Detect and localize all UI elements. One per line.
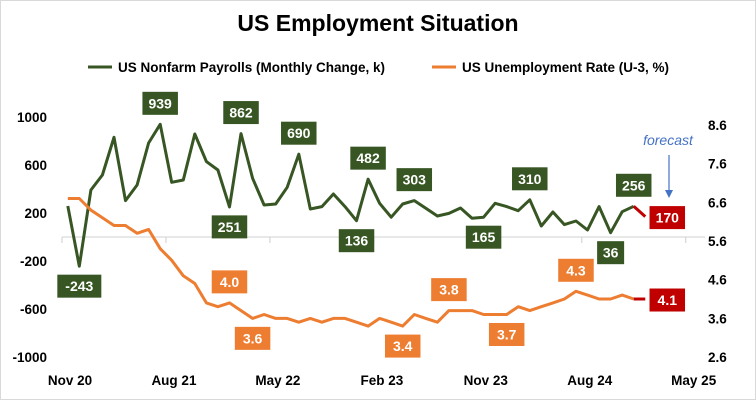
forecast-annotation: forecast bbox=[643, 132, 694, 198]
unemployment-data-label: 3.6 bbox=[234, 326, 271, 350]
payrolls-data-label-text: 310 bbox=[518, 171, 542, 187]
unemployment-data-label: 3.7 bbox=[488, 322, 525, 346]
payrolls-forecast-segment bbox=[632, 205, 647, 218]
forecast-arrowhead-icon bbox=[665, 190, 673, 198]
legend: US Nonfarm Payrolls (Monthly Change, k) … bbox=[88, 60, 669, 75]
unemployment-data-label-box bbox=[384, 334, 421, 358]
legend-label-payrolls: US Nonfarm Payrolls (Monthly Change, k) bbox=[118, 60, 385, 75]
y-right-tick-label: 5.6 bbox=[708, 234, 727, 249]
payrolls-data-label-box bbox=[465, 225, 502, 249]
payrolls-data-label-text: -243 bbox=[65, 278, 93, 294]
payrolls-data-label-box bbox=[615, 173, 652, 197]
payrolls-data-label-text: 939 bbox=[148, 95, 172, 111]
payrolls-line bbox=[66, 122, 635, 268]
unemployment-data-label: 4.3 bbox=[558, 258, 594, 282]
unemployment-data-label-text: 3.4 bbox=[393, 338, 413, 354]
payrolls-forecast-label: 170 bbox=[649, 206, 686, 230]
payrolls-data-label-box bbox=[211, 215, 248, 239]
payrolls-data-label-box bbox=[281, 121, 317, 145]
y-left-tick-label: 600 bbox=[24, 158, 47, 173]
payrolls-data-label: 862 bbox=[223, 101, 259, 125]
unemployment-data-label-box bbox=[488, 322, 525, 346]
payrolls-data-label-text: 482 bbox=[356, 150, 380, 166]
payrolls-data-label-text: 303 bbox=[403, 172, 427, 188]
payrolls-data-label: 690 bbox=[281, 121, 317, 145]
payrolls-data-label-text: 862 bbox=[229, 105, 253, 121]
payrolls-data-label: 310 bbox=[512, 167, 548, 191]
chart-title: US Employment Situation bbox=[237, 10, 518, 36]
payrolls-data-label: 136 bbox=[338, 229, 375, 253]
y-right-tick-label: 7.6 bbox=[708, 157, 727, 172]
payrolls-data-label: 251 bbox=[211, 215, 248, 239]
payrolls-data-label-box bbox=[597, 241, 625, 265]
unemployment-forecast-label-box bbox=[649, 288, 686, 312]
y-right-tick-label: 6.6 bbox=[708, 195, 727, 210]
payrolls-data-label-text: 256 bbox=[622, 177, 646, 193]
unemployment-data-label-text: 4.3 bbox=[566, 262, 586, 278]
unemployment-data-label-box bbox=[211, 270, 248, 294]
payrolls-data-label: 256 bbox=[615, 173, 652, 197]
legend-label-unemployment: US Unemployment Rate (U-3, %) bbox=[462, 60, 669, 75]
payrolls-data-label-box bbox=[223, 101, 259, 125]
payrolls-data-label-text: 136 bbox=[345, 233, 369, 249]
y-left-tick-label: 1000 bbox=[17, 110, 47, 125]
x-tick-label: Feb 23 bbox=[360, 373, 403, 388]
payrolls-data-label-text: 36 bbox=[603, 245, 619, 261]
unemployment-data-label-text: 3.7 bbox=[497, 326, 517, 342]
x-tick-label: Nov 23 bbox=[464, 373, 509, 388]
y-right-tick-label: 8.6 bbox=[708, 118, 727, 133]
y-right-tick-label: 4.6 bbox=[708, 273, 727, 288]
unemployment-data-label-text: 4.0 bbox=[220, 274, 240, 290]
payrolls-data-label-box bbox=[338, 229, 375, 253]
y-left-tick-label: -1000 bbox=[12, 350, 47, 365]
payrolls-data-label: 165 bbox=[465, 225, 502, 249]
payrolls-data-label-box bbox=[512, 167, 548, 191]
unemployment-data-label-box bbox=[234, 326, 271, 350]
unemployment-data-label: 3.4 bbox=[384, 334, 421, 358]
forecast-annotation-text: forecast bbox=[643, 132, 694, 148]
payrolls-data-label: 939 bbox=[142, 91, 178, 115]
x-tick-label: May 25 bbox=[671, 373, 717, 388]
payrolls-data-label: 36 bbox=[597, 241, 625, 265]
unemployment-data-label-box bbox=[558, 258, 594, 282]
unemployment-data-label: 4.0 bbox=[211, 270, 248, 294]
payrolls-forecast-label-text: 170 bbox=[656, 210, 680, 226]
payrolls-data-label: 482 bbox=[350, 146, 386, 170]
unemployment-data-label-text: 3.8 bbox=[439, 282, 459, 298]
unemployment-forecast-label: 4.1 bbox=[649, 288, 686, 312]
x-tick-label: May 22 bbox=[255, 373, 300, 388]
payrolls-data-label-box bbox=[57, 274, 102, 298]
payrolls-data-label-box bbox=[142, 91, 178, 115]
payrolls-data-label-text: 690 bbox=[287, 125, 311, 141]
unemployment-forecast-label-text: 4.1 bbox=[658, 292, 678, 308]
x-tick-label: Aug 21 bbox=[151, 373, 197, 388]
x-tick-label: Nov 20 bbox=[48, 373, 92, 388]
x-tick-label: Aug 24 bbox=[567, 373, 613, 388]
payrolls-data-label-text: 251 bbox=[218, 219, 242, 235]
unemployment-data-label: 3.8 bbox=[431, 278, 467, 302]
payrolls-data-label-box bbox=[396, 168, 433, 192]
payrolls-data-label: -243 bbox=[57, 274, 102, 298]
y-right-tick-label: 2.6 bbox=[708, 350, 727, 365]
payrolls-data-label-box bbox=[350, 146, 386, 170]
unemployment-data-label-box bbox=[431, 278, 467, 302]
y-right-tick-label: 3.6 bbox=[708, 311, 727, 326]
payrolls-data-label: 303 bbox=[396, 168, 433, 192]
y-left-tick-label: -200 bbox=[20, 254, 47, 269]
payrolls-data-label-text: 165 bbox=[472, 229, 496, 245]
y-left-tick-label: 200 bbox=[24, 206, 47, 221]
unemployment-line bbox=[67, 197, 635, 328]
y-left-tick-label: -600 bbox=[20, 302, 47, 317]
unemployment-data-label-text: 3.6 bbox=[243, 330, 263, 346]
payrolls-forecast-label-box bbox=[649, 206, 686, 230]
